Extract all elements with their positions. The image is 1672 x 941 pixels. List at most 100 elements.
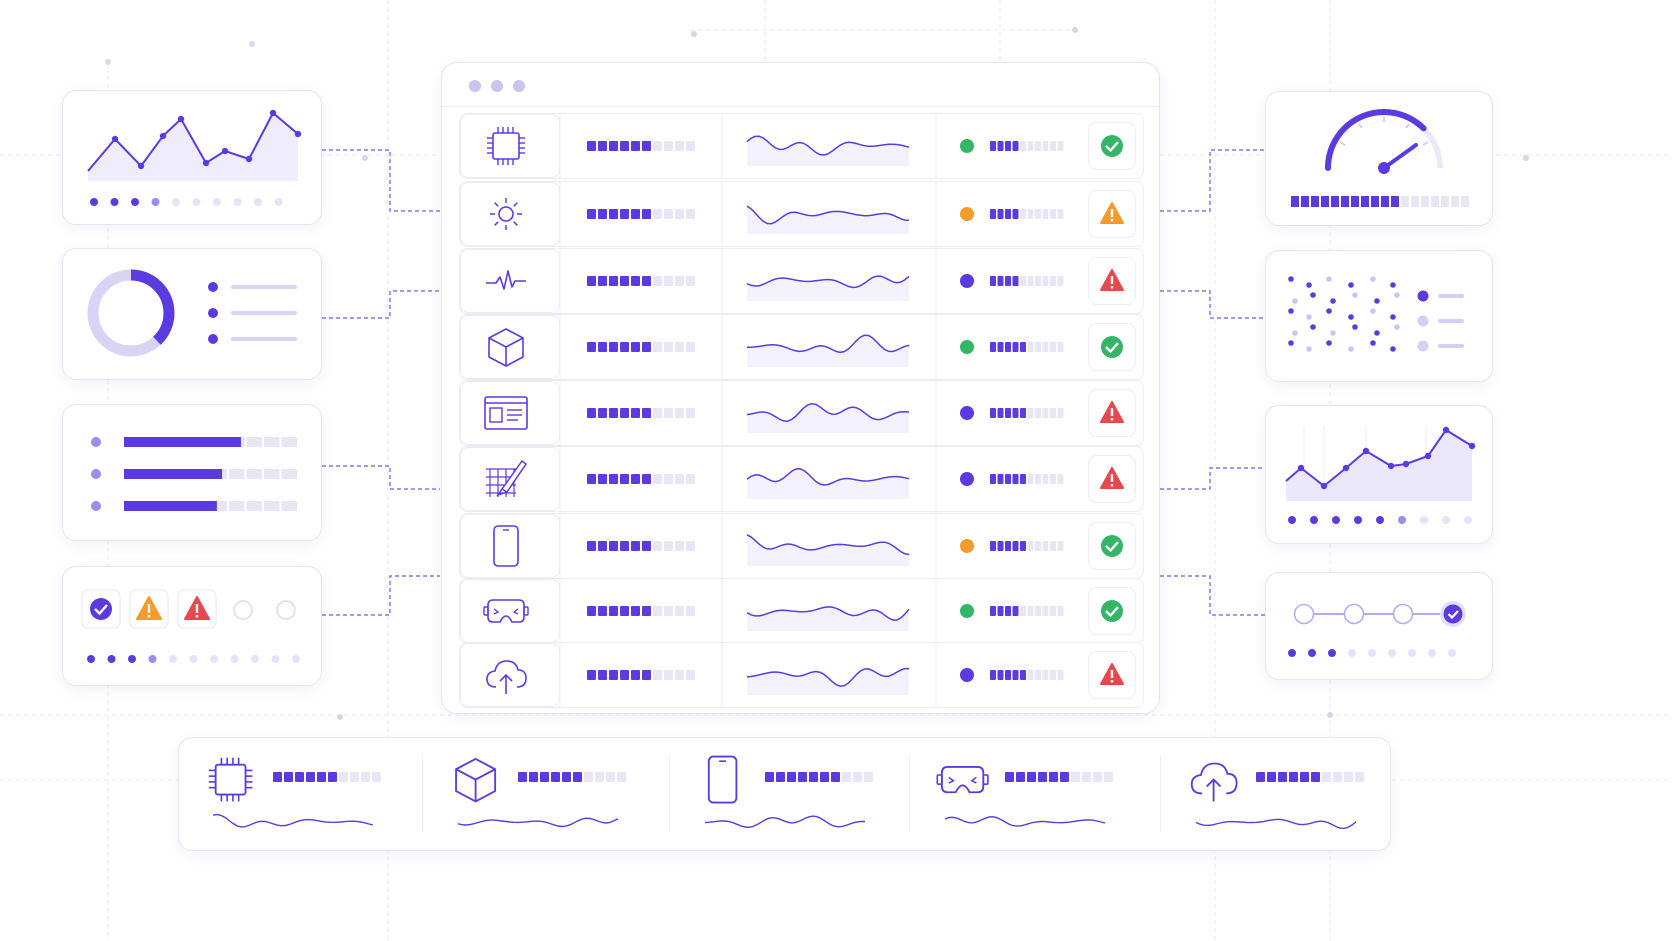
table-row[interactable] (459, 642, 1144, 708)
table-row[interactable] (459, 248, 1144, 314)
pager-dot[interactable] (271, 655, 280, 663)
pager-dot[interactable] (1288, 649, 1296, 657)
pager-dot[interactable] (210, 655, 218, 663)
progress-bar (587, 209, 695, 219)
pager-dot[interactable] (274, 198, 283, 206)
progress-bar (990, 408, 1064, 418)
progress-bar (587, 408, 695, 418)
pager-dot[interactable] (107, 655, 116, 663)
pager-dots[interactable] (85, 653, 305, 665)
progress-bar (587, 670, 695, 680)
device-summary-item[interactable] (444, 748, 664, 842)
titlebar-divider (442, 106, 1159, 107)
progress-bar (1291, 196, 1469, 207)
pager-dot[interactable] (90, 198, 98, 206)
status-dot (960, 472, 974, 486)
pager-dot[interactable] (1420, 516, 1428, 524)
right-gauge-card (1265, 91, 1493, 226)
row-icon-tile (460, 315, 560, 379)
pager-dot[interactable] (1328, 649, 1336, 657)
check-icon (1101, 336, 1123, 358)
pager-dot[interactable] (1408, 649, 1416, 657)
progress-bar (990, 276, 1064, 286)
pager-dot[interactable] (1348, 649, 1356, 657)
table-row[interactable] (459, 578, 1144, 644)
cpu-icon (208, 757, 253, 802)
pager-dot[interactable] (233, 198, 242, 206)
alert-icon (1100, 663, 1124, 685)
cloud-upload-icon (486, 660, 527, 694)
pager-dot[interactable] (1464, 516, 1472, 524)
row-icon-tile (460, 249, 560, 313)
row-icon-tile (460, 514, 560, 578)
bottom-device-strip (178, 737, 1391, 851)
right-scatter-card (1265, 250, 1493, 382)
pager-dot[interactable] (169, 655, 177, 663)
window-controls[interactable] (468, 79, 538, 93)
row-icon-tile (460, 579, 560, 643)
table-row[interactable] (459, 446, 1144, 512)
pager-dot[interactable] (254, 198, 262, 206)
pager-dot[interactable] (1288, 516, 1296, 524)
pager-dot[interactable] (1310, 516, 1318, 524)
table-row[interactable] (459, 513, 1144, 579)
progress-bar (990, 474, 1064, 484)
left-status-card (62, 566, 322, 686)
pager-dot[interactable] (192, 198, 201, 206)
step[interactable] (1392, 603, 1414, 625)
pager-dot[interactable] (1428, 649, 1436, 657)
browser-window-icon (484, 396, 528, 430)
device-summary-item[interactable] (199, 748, 419, 842)
check-icon (81, 589, 121, 629)
table-row[interactable] (459, 314, 1144, 380)
step[interactable] (1343, 603, 1365, 625)
device-summary-item[interactable] (1182, 748, 1402, 842)
pager-dot[interactable] (1388, 649, 1396, 657)
pager-dot[interactable] (1376, 516, 1384, 524)
main-window (441, 62, 1160, 714)
pager-dot[interactable] (128, 655, 136, 663)
sparkline (746, 275, 910, 301)
pager-dot[interactable] (1398, 516, 1406, 524)
pager-dot[interactable] (251, 655, 259, 663)
pager-dot[interactable] (1442, 516, 1450, 524)
row-icon-tile (460, 447, 560, 511)
cube-icon (455, 757, 497, 803)
pager-dot[interactable] (1332, 516, 1340, 524)
status-dot (960, 274, 974, 288)
pager-dots[interactable] (1286, 514, 1486, 526)
pager-dot[interactable] (189, 655, 198, 663)
table-row[interactable] (459, 113, 1144, 179)
pager-dots[interactable] (88, 196, 308, 208)
pager-dot[interactable] (151, 198, 160, 206)
table-row[interactable] (459, 181, 1144, 247)
sparkline (704, 815, 865, 829)
divider (909, 756, 910, 832)
horizontal-bar (124, 437, 297, 447)
pager-dot[interactable] (131, 198, 139, 206)
status-dot (960, 539, 974, 553)
pager-dot[interactable] (230, 655, 239, 663)
progress-bar (587, 606, 695, 616)
table-row[interactable] (459, 380, 1144, 446)
step[interactable] (1293, 603, 1315, 625)
device-summary-item[interactable] (691, 748, 911, 842)
row-icon-tile (460, 114, 560, 178)
pager-dot[interactable] (292, 655, 300, 663)
pager-dot[interactable] (1448, 649, 1456, 657)
pager-dot[interactable] (110, 198, 119, 206)
pager-dot[interactable] (87, 655, 95, 663)
alert-icon (1100, 401, 1124, 423)
pager-dot[interactable] (1308, 649, 1316, 657)
pager-dot[interactable] (148, 655, 157, 663)
progress-bar (990, 541, 1064, 551)
step-complete[interactable] (1443, 604, 1463, 624)
donut-chart (87, 269, 175, 357)
pager-dot[interactable] (1354, 516, 1362, 524)
pager-dot[interactable] (1368, 649, 1376, 657)
progress-bar (273, 772, 381, 782)
vr-headset-icon (936, 766, 989, 794)
device-summary-item[interactable] (931, 748, 1151, 842)
pager-dot[interactable] (213, 198, 221, 206)
pager-dot[interactable] (172, 198, 180, 206)
